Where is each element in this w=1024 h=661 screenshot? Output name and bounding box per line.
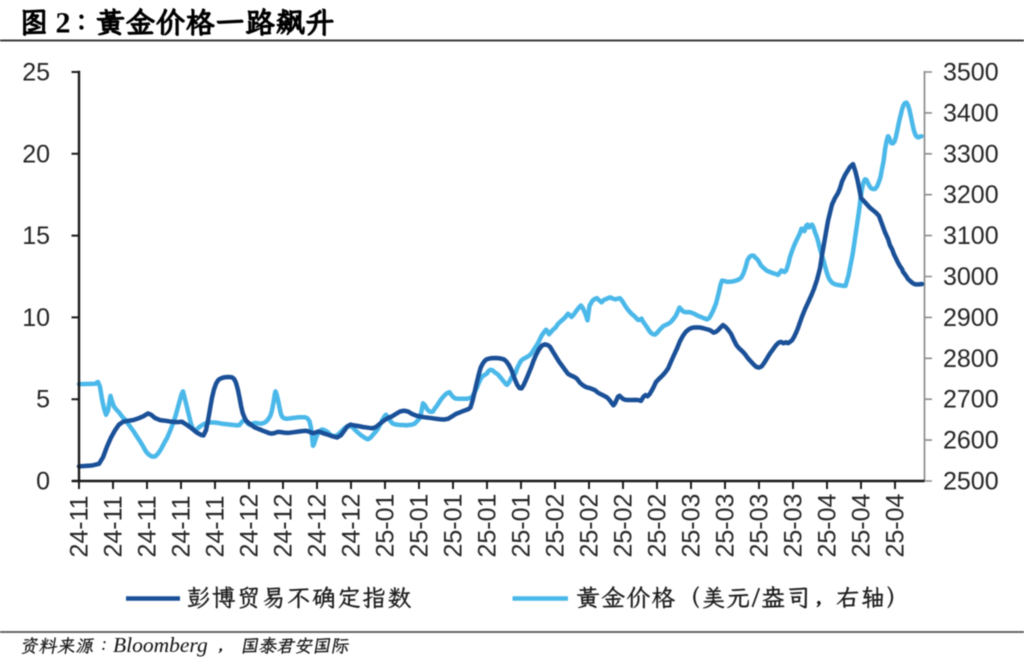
svg-text:24-12: 24-12	[236, 494, 264, 558]
svg-text:10: 10	[22, 304, 50, 332]
svg-text:24-12: 24-12	[338, 494, 366, 558]
svg-text:2: 2	[56, 7, 71, 40]
svg-text:25-03: 25-03	[780, 494, 808, 558]
svg-text:24-11: 24-11	[66, 495, 94, 557]
svg-text:3300: 3300	[943, 140, 999, 168]
svg-text:3100: 3100	[943, 222, 999, 250]
svg-text:2700: 2700	[943, 386, 999, 414]
svg-text:24-11: 24-11	[168, 495, 196, 557]
svg-text:25-01: 25-01	[440, 494, 468, 558]
svg-text:2600: 2600	[943, 427, 999, 455]
svg-text:Bloomberg: Bloomberg	[113, 633, 208, 657]
svg-text:3400: 3400	[943, 99, 999, 127]
svg-text:2900: 2900	[943, 304, 999, 332]
svg-text:25-02: 25-02	[542, 494, 570, 558]
svg-text:25-04: 25-04	[882, 493, 910, 557]
svg-text:15: 15	[22, 222, 50, 250]
svg-text:2800: 2800	[943, 345, 999, 373]
svg-text:3000: 3000	[943, 263, 999, 291]
svg-text:25-01: 25-01	[372, 494, 400, 558]
svg-text:25-04: 25-04	[848, 493, 876, 557]
svg-text:25: 25	[22, 59, 50, 87]
svg-text:25-01: 25-01	[474, 494, 502, 558]
svg-text:3500: 3500	[943, 59, 999, 87]
svg-text:25-01: 25-01	[508, 494, 536, 558]
svg-text:2500: 2500	[943, 468, 999, 496]
svg-text:5: 5	[36, 386, 50, 414]
svg-text:24-11: 24-11	[134, 495, 162, 557]
svg-text:25-02: 25-02	[610, 494, 638, 558]
svg-text:25-01: 25-01	[406, 494, 434, 558]
svg-text:24-12: 24-12	[270, 494, 298, 558]
svg-text:25-03: 25-03	[712, 494, 740, 558]
svg-text:25-04: 25-04	[814, 493, 842, 557]
svg-text:24-12: 24-12	[304, 494, 332, 558]
svg-text:3200: 3200	[943, 181, 999, 209]
svg-text:25-03: 25-03	[746, 494, 774, 558]
svg-text:25-02: 25-02	[576, 494, 604, 558]
svg-text:25-03: 25-03	[678, 494, 706, 558]
svg-text:24-11: 24-11	[202, 495, 230, 557]
svg-text:25-02: 25-02	[644, 494, 672, 558]
svg-text:20: 20	[22, 140, 50, 168]
svg-text:0: 0	[36, 468, 50, 496]
svg-text:24-11: 24-11	[100, 495, 128, 557]
